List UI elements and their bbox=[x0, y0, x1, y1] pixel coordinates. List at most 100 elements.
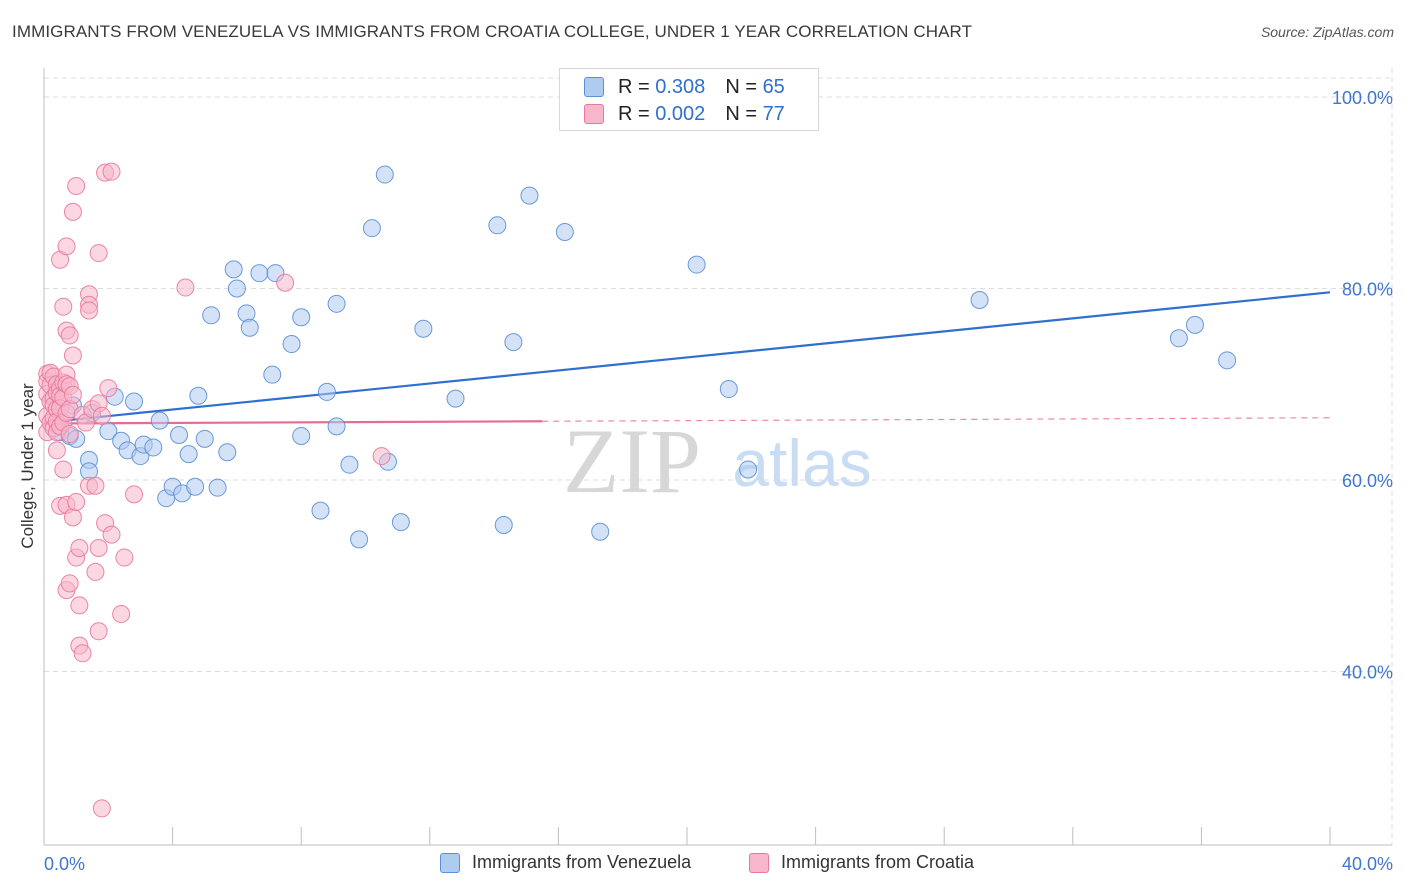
point-venezuela bbox=[170, 425, 189, 444]
point-croatia bbox=[60, 425, 79, 444]
correlation-legend: R = 0.308 N = 65 R = 0.002 N = 77 bbox=[559, 68, 819, 131]
bottom-legend-label-croatia: Immigrants from Croatia bbox=[781, 852, 975, 872]
tick-labels: 40.0% 60.0% 80.0% 100.0% 0.0% 40.0% bbox=[44, 88, 1393, 874]
point-croatia bbox=[125, 485, 144, 504]
point-venezuela bbox=[1169, 329, 1188, 348]
point-croatia bbox=[67, 177, 86, 196]
point-venezuela bbox=[186, 477, 205, 496]
point-venezuela bbox=[327, 417, 346, 436]
point-venezuela bbox=[263, 365, 282, 384]
point-venezuela bbox=[488, 216, 507, 235]
grid-lines bbox=[44, 68, 1393, 845]
point-croatia bbox=[89, 622, 108, 641]
x-tick-label: 0.0% bbox=[44, 854, 85, 874]
point-venezuela bbox=[218, 443, 237, 462]
point-venezuela bbox=[144, 438, 163, 457]
point-venezuela bbox=[719, 380, 738, 399]
point-croatia bbox=[63, 508, 82, 527]
point-venezuela bbox=[591, 522, 610, 541]
point-venezuela bbox=[189, 386, 208, 405]
point-croatia bbox=[67, 493, 86, 512]
point-croatia bbox=[372, 447, 391, 466]
point-venezuela bbox=[125, 392, 144, 411]
watermark-atlas: atlas bbox=[732, 426, 871, 500]
point-croatia bbox=[89, 538, 108, 557]
watermark-zip: ZIP bbox=[563, 410, 701, 512]
x-tick-label: 40.0% bbox=[1342, 854, 1393, 874]
point-venezuela bbox=[317, 382, 336, 401]
point-croatia bbox=[115, 548, 134, 567]
bottom-legend-venezuela: Immigrants from Venezuela bbox=[440, 852, 691, 873]
legend-r-value: 0.002 bbox=[655, 102, 706, 125]
point-venezuela bbox=[555, 223, 574, 242]
point-venezuela bbox=[250, 264, 269, 283]
legend-swatch-venezuela bbox=[584, 77, 604, 97]
point-venezuela bbox=[1218, 351, 1237, 370]
legend-row-croatia: R = 0.002 N = 77 bbox=[584, 102, 785, 126]
legend-r-label: R = bbox=[618, 75, 650, 98]
point-venezuela bbox=[208, 478, 227, 497]
point-venezuela bbox=[375, 165, 394, 184]
chart-title: IMMIGRANTS FROM VENEZUELA VS IMMIGRANTS … bbox=[12, 22, 973, 41]
point-croatia bbox=[176, 278, 195, 297]
point-venezuela bbox=[227, 279, 246, 298]
legend-n-value: 77 bbox=[762, 102, 785, 125]
y-tick-label: 60.0% bbox=[1342, 471, 1393, 491]
y-tick-label: 40.0% bbox=[1342, 663, 1393, 683]
axes bbox=[43, 68, 1392, 846]
point-venezuela bbox=[195, 429, 214, 448]
point-croatia bbox=[54, 297, 73, 316]
point-venezuela bbox=[224, 260, 243, 279]
data-points bbox=[38, 162, 1237, 818]
point-croatia bbox=[276, 273, 295, 292]
legend-swatch-croatia bbox=[584, 104, 604, 124]
point-venezuela bbox=[362, 219, 381, 238]
trend-line-croatia bbox=[43, 420, 543, 425]
point-venezuela bbox=[446, 389, 465, 408]
point-venezuela bbox=[179, 445, 198, 464]
point-croatia bbox=[63, 385, 82, 404]
point-venezuela bbox=[687, 255, 706, 274]
point-venezuela bbox=[282, 335, 301, 354]
watermark: ZIP atlas bbox=[563, 410, 872, 512]
point-venezuela bbox=[340, 455, 359, 474]
point-croatia bbox=[70, 596, 89, 615]
point-croatia bbox=[54, 460, 73, 479]
bottom-legend-swatch-venezuela bbox=[440, 852, 460, 873]
source-label: Source: ZipAtlas.com bbox=[1260, 24, 1394, 40]
point-croatia bbox=[73, 644, 92, 663]
trend-lines bbox=[43, 291, 1331, 425]
point-croatia bbox=[47, 441, 66, 460]
legend-r-value: 0.308 bbox=[655, 75, 706, 98]
legend-r-label: R = bbox=[618, 102, 650, 125]
y-tick-label: 100.0% bbox=[1332, 88, 1393, 108]
bottom-legend-swatch-croatia bbox=[749, 852, 769, 873]
point-croatia bbox=[60, 326, 79, 345]
point-venezuela bbox=[150, 411, 169, 430]
point-venezuela bbox=[240, 318, 259, 337]
point-venezuela bbox=[350, 530, 369, 549]
point-croatia bbox=[89, 244, 108, 263]
point-venezuela bbox=[739, 460, 758, 479]
legend-n-value: 65 bbox=[762, 75, 785, 98]
point-venezuela bbox=[1185, 315, 1204, 334]
y-tick-label: 80.0% bbox=[1342, 280, 1393, 300]
point-croatia bbox=[99, 379, 118, 398]
y-axis-title: College, Under 1 year bbox=[18, 383, 37, 549]
point-venezuela bbox=[292, 426, 311, 445]
legend-n-label: N = bbox=[725, 102, 757, 125]
point-venezuela bbox=[99, 422, 118, 441]
point-croatia bbox=[63, 346, 82, 365]
point-venezuela bbox=[494, 516, 513, 535]
point-croatia bbox=[80, 301, 99, 320]
point-venezuela bbox=[504, 333, 523, 352]
bottom-legend-croatia: Immigrants from Croatia bbox=[749, 852, 974, 873]
point-croatia bbox=[57, 237, 76, 256]
point-croatia bbox=[63, 202, 82, 221]
legend-row-venezuela: R = 0.308 N = 65 bbox=[584, 75, 785, 99]
point-croatia bbox=[102, 162, 121, 181]
trend-line-venezuela bbox=[43, 291, 1331, 424]
point-croatia bbox=[86, 562, 105, 581]
point-venezuela bbox=[311, 501, 330, 520]
bottom-legend-label-venezuela: Immigrants from Venezuela bbox=[472, 852, 692, 872]
